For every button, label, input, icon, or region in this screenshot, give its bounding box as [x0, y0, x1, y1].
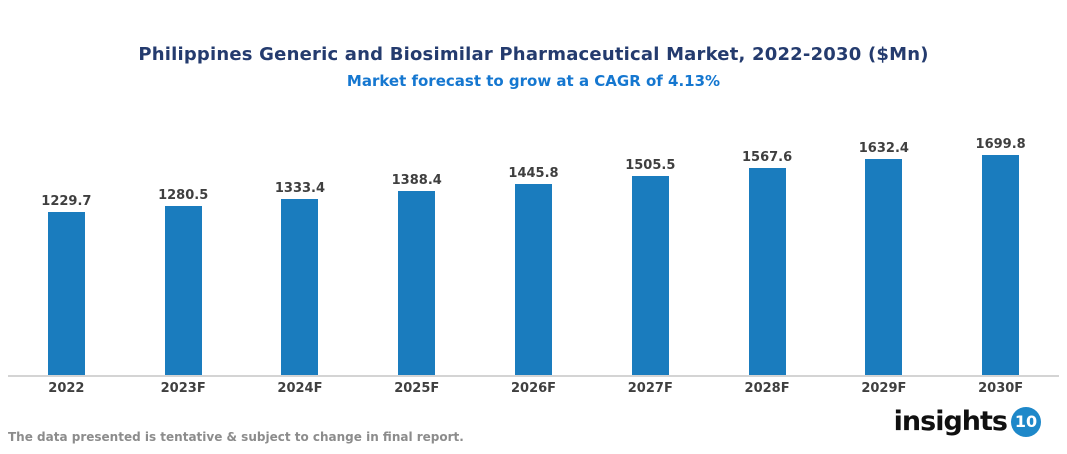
- x-axis-tick-label: 2024F: [277, 381, 323, 396]
- bar-column: 1280.5: [125, 137, 242, 375]
- logo-text: insights: [893, 406, 1008, 437]
- bar-column: 1505.5: [592, 137, 709, 375]
- x-axis-tick-label: 2023F: [160, 381, 206, 396]
- bar-value-label: 1445.8: [508, 165, 559, 181]
- bar-column: 1229.7: [8, 137, 125, 375]
- bar: [47, 212, 85, 375]
- chart-title: Philippines Generic and Biosimilar Pharm…: [138, 44, 929, 65]
- bar: [398, 191, 436, 375]
- bar-column: 1567.6: [709, 137, 826, 375]
- bar-column: 1333.4: [242, 137, 359, 375]
- bar-column: 1699.8: [942, 137, 1059, 375]
- chart-header: Philippines Generic and Biosimilar Pharm…: [0, 44, 1067, 90]
- bar: [281, 198, 319, 375]
- x-axis-tick-label: 2030F: [978, 381, 1024, 396]
- x-axis-line: [8, 375, 1059, 377]
- x-axis-tick-label: 2022: [48, 381, 85, 396]
- bar-value-label: 1505.5: [625, 157, 676, 173]
- bar-column: 1632.4: [825, 137, 942, 375]
- bar: [631, 175, 669, 375]
- x-axis-tick-label: 2025F: [394, 381, 440, 396]
- bar-value-label: 1280.5: [158, 187, 209, 203]
- x-axis-tick-label: 2029F: [861, 381, 907, 396]
- bar-column: 1445.8: [475, 137, 592, 375]
- x-axis-labels: 2022 2023F 2024F 2025F 2026F 2027F 2028F 2029F 2…: [8, 381, 1059, 396]
- bar-value-label: 1229.7: [41, 194, 92, 210]
- bar: [982, 155, 1020, 375]
- bar-value-label: 1388.4: [391, 173, 442, 189]
- chart-subtitle: Market forecast to grow at a CAGR of 4.1…: [346, 72, 721, 90]
- x-axis-tick-label: 2027F: [627, 381, 673, 396]
- bar-column: 1388.4: [358, 137, 475, 375]
- bar: [164, 205, 202, 375]
- disclaimer-text: The data presented is tentative & subjec…: [8, 430, 464, 444]
- bar: [515, 183, 553, 375]
- bar-value-label: 1632.4: [858, 141, 909, 157]
- insights10-logo: insights 10: [894, 406, 1041, 437]
- logo-badge-icon: 10: [1011, 406, 1041, 437]
- bar-chart-plot-area: 1229.7 1280.5 1333.4 1388.4 1445.8 1505.5 1567…: [8, 137, 1059, 375]
- bar: [748, 167, 786, 375]
- bar-value-label: 1567.6: [741, 149, 793, 165]
- bar-value-label: 1333.4: [274, 180, 326, 196]
- x-axis-tick-label: 2026F: [510, 381, 557, 396]
- bar: [865, 159, 903, 375]
- bar-value-label: 1699.8: [975, 137, 1026, 152]
- x-axis-tick-label: 2028F: [744, 381, 790, 396]
